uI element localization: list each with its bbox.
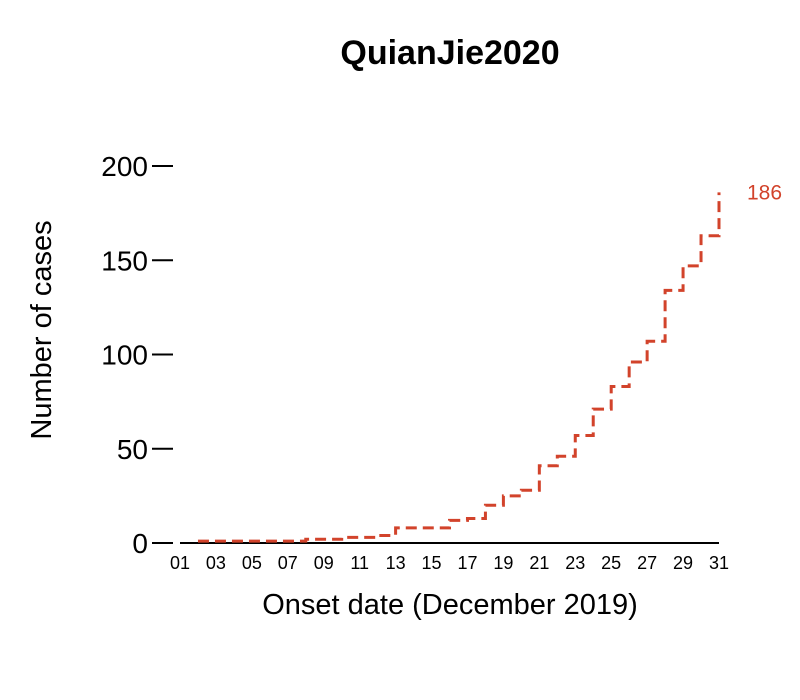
chart-title: QuianJie2020 — [340, 34, 559, 72]
x-tick-label: 13 — [386, 553, 406, 573]
x-tick-label: 03 — [206, 553, 226, 573]
x-axis-label: Onset date (December 2019) — [262, 589, 638, 621]
x-tick-label: 11 — [350, 553, 369, 573]
y-tick-label: 0 — [132, 528, 148, 559]
x-tick-label: 23 — [565, 553, 585, 573]
x-tick-label: 05 — [242, 553, 262, 573]
y-tick-label: 150 — [101, 245, 148, 276]
x-tick-label: 25 — [601, 553, 621, 573]
y-tick-label: 100 — [101, 340, 148, 371]
x-tick-label: 07 — [278, 553, 298, 573]
y-tick-label: 50 — [117, 434, 148, 465]
y-tick-label: 200 — [101, 151, 148, 182]
x-tick-label: 29 — [673, 553, 693, 573]
series-group: 186 — [197, 181, 782, 543]
x-tick-label: 27 — [637, 553, 657, 573]
y-axis-label: Number of cases — [26, 220, 58, 439]
series-line — [197, 192, 721, 543]
x-tick-label: 19 — [493, 553, 513, 573]
x-tick-label: 01 — [170, 553, 190, 573]
x-tick-label: 31 — [709, 553, 729, 573]
x-tick-label: 09 — [314, 553, 334, 573]
y-axis: 0 50 100 150 200 — [101, 151, 173, 559]
x-axis: 01 03 05 07 09 11 13 15 17 19 21 23 25 27 29 31 — [170, 542, 729, 573]
end-value-label: 186 — [747, 181, 782, 204]
x-tick-label: 17 — [457, 553, 477, 573]
x-tick-label: 21 — [529, 553, 549, 573]
x-tick-label: 15 — [422, 553, 442, 573]
